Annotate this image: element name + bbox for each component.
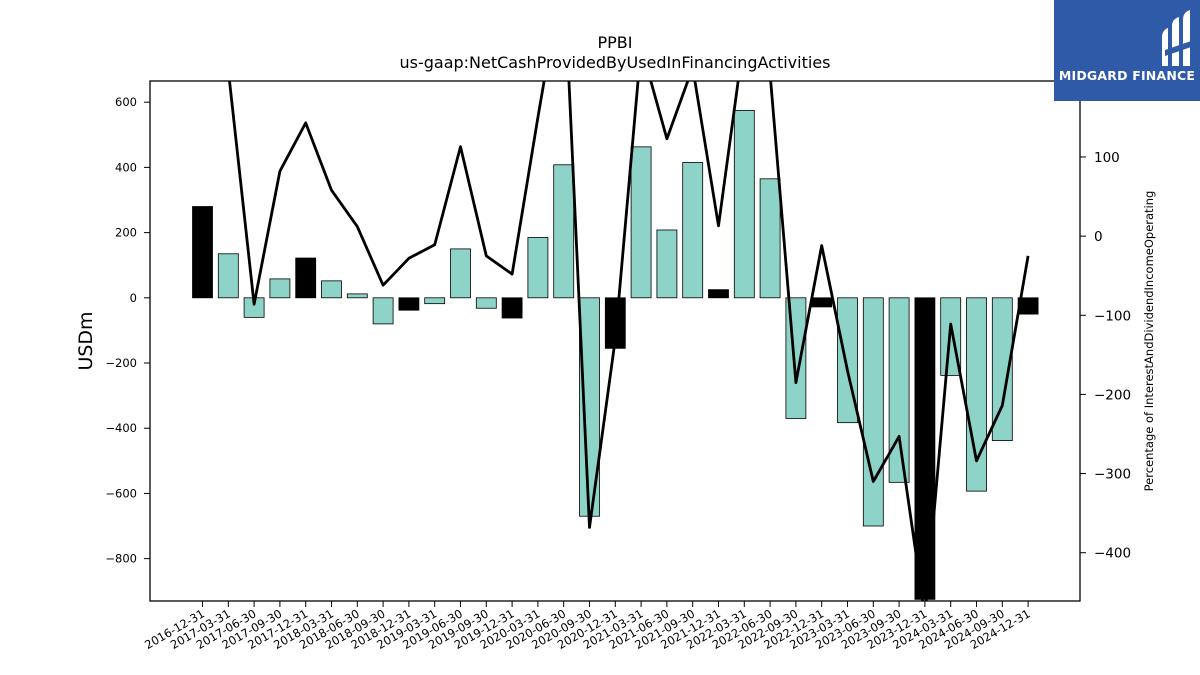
bar-2017-03-31: [217, 253, 239, 299]
y-tick-label: −400: [105, 421, 137, 435]
bar-2019-12-31: [501, 297, 523, 319]
bar-2023-06-30: [862, 297, 884, 527]
y-tick-label: −600: [105, 486, 137, 500]
y2-tick-label: 0: [1094, 229, 1103, 245]
bar-2018-12-31: [398, 297, 420, 311]
bars-layer: [192, 109, 1039, 600]
y2-tick-label: −300: [1094, 467, 1131, 483]
x-axis: 2016-12-312017-03-312017-06-302017-09-30…: [142, 601, 1033, 652]
y-tick-label: −200: [105, 356, 137, 370]
y2-tick-label: −400: [1094, 546, 1131, 562]
chart-subtitle: us-gaap:NetCashProvidedByUsedInFinancing…: [399, 53, 830, 72]
bar-2021-06-30: [656, 229, 678, 299]
y-axis-left: −800 −600 −400 −200 0 200 400 600: [105, 95, 150, 566]
bar-2024-06-30: [966, 297, 987, 492]
bar-2022-12-31: [811, 297, 833, 308]
midgard-finance-logo: MIDGARD FINANCE: [1054, 0, 1200, 101]
bar-2021-12-31: [708, 289, 729, 299]
y2-tick-label: 100: [1094, 150, 1120, 166]
bar-2019-09-30: [475, 297, 497, 309]
bar-2020-06-30: [553, 164, 575, 299]
bar-2022-03-31: [733, 109, 755, 299]
bar-2021-03-31: [630, 146, 652, 299]
y-tick-label: 600: [115, 95, 137, 109]
bar-2018-09-30: [372, 297, 394, 325]
y-tick-label: −800: [105, 552, 137, 566]
line-layer: [228, 81, 1030, 601]
bar-2019-06-30: [450, 248, 471, 299]
bar-2019-03-31: [424, 297, 446, 305]
bar-2023-12-31: [914, 297, 936, 600]
y2-axis-label: Percentage of InterestAndDividendIncomeO…: [1142, 191, 1156, 492]
y2-tick-label: −200: [1094, 387, 1131, 403]
bar-2022-06-30: [759, 178, 781, 299]
bar-2020-03-31: [527, 237, 549, 299]
y2-tick-label: −100: [1094, 308, 1131, 324]
bar-2016-12-31: [192, 206, 213, 299]
bar-2023-09-30: [888, 297, 910, 483]
bar-2017-12-31: [295, 257, 317, 299]
y-axis-label: USDm: [75, 311, 97, 370]
bar-2018-03-31: [321, 280, 342, 299]
chart-title: PPBI: [598, 33, 633, 52]
y-tick-label: 0: [130, 291, 137, 305]
bar-2017-09-30: [269, 278, 291, 299]
y-tick-label: 200: [115, 226, 137, 240]
y-tick-label: 400: [115, 160, 137, 174]
logo-mark-icon: [1162, 10, 1194, 66]
logo-text: MIDGARD FINANCE: [1058, 68, 1196, 83]
bar-2024-09-30: [991, 297, 1013, 441]
bar-2021-09-30: [682, 162, 704, 299]
bar-2018-06-30: [346, 293, 368, 299]
bar-2022-09-30: [785, 297, 807, 419]
y-axis-right: −400 −300 −200 −100 0 100: [1080, 150, 1131, 562]
ratio-line: [228, 81, 1030, 601]
